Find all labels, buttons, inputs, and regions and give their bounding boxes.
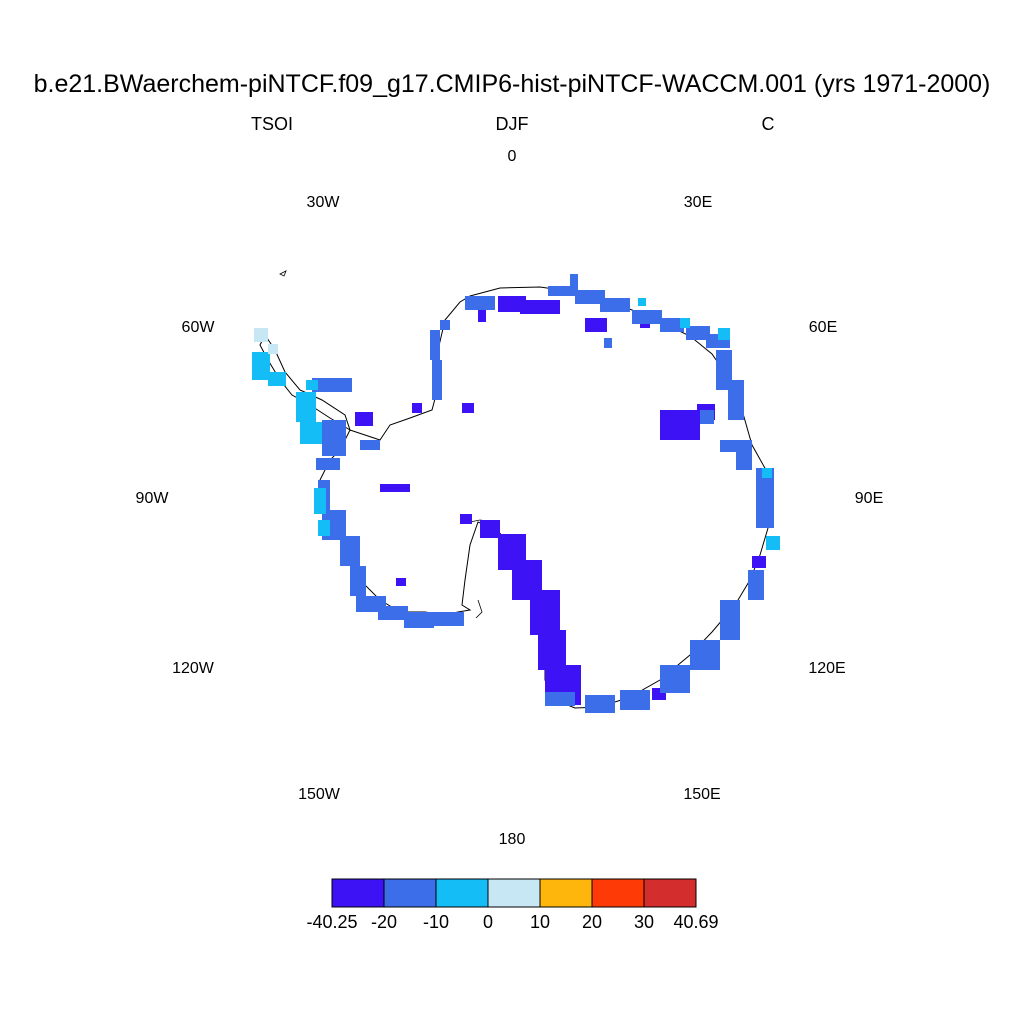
season-label: DJF <box>495 114 529 134</box>
island-marker <box>279 270 287 277</box>
lon-label-60w: 60W <box>181 319 215 336</box>
colorbar-tick-label: -40.25 <box>306 912 358 932</box>
lon-label-180: 180 <box>498 831 526 848</box>
lon-label-120w: 120W <box>172 660 214 677</box>
lon-label-0: 0 <box>507 148 517 165</box>
lon-label-150e: 150E <box>683 786 721 803</box>
colorbar-tick-label: 20 <box>581 912 603 932</box>
colorbar-tick-label: 10 <box>529 912 551 932</box>
units-label: C <box>761 114 775 134</box>
data-cells-dark-blue <box>355 296 766 705</box>
lon-label-90e: 90E <box>854 490 884 507</box>
lon-label-30e: 30E <box>683 194 713 211</box>
lon-label-150w: 150W <box>298 786 340 803</box>
lon-label-90w: 90W <box>135 490 169 507</box>
colorbar-tick-label: 0 <box>482 912 494 932</box>
lon-label-60e: 60E <box>808 319 838 336</box>
colorbar-tick-label: -20 <box>370 912 398 932</box>
colorbar-tick-label: 40.69 <box>673 912 719 932</box>
lon-label-120e: 120E <box>808 660 846 677</box>
data-cells-very-light-blue <box>254 328 278 354</box>
lon-label-30w: 30W <box>306 194 340 211</box>
plot-title: b.e21.BWaerchem-piNTCF.f09_g17.CMIP6-his… <box>33 70 991 98</box>
colorbar-tick-label: -10 <box>422 912 450 932</box>
colorbar-tick-label: 30 <box>633 912 655 932</box>
variable-label: TSOI <box>250 114 294 134</box>
data-cells-light-blue <box>252 298 780 550</box>
data-cells-medium-blue <box>312 274 774 713</box>
